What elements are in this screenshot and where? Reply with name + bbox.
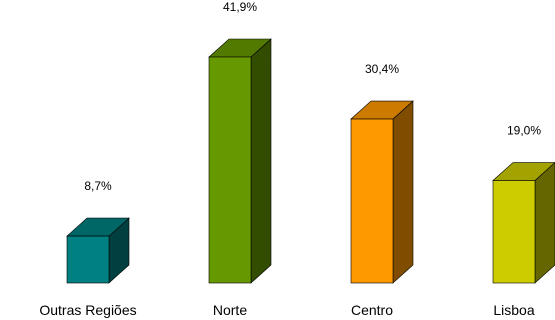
bar-1 <box>208 56 252 284</box>
bar-side-3 <box>534 162 555 284</box>
data-label-2: 30,4% <box>365 62 399 76</box>
data-label-0: 8,7% <box>84 179 112 193</box>
bar-3 <box>492 180 536 284</box>
data-label-3: 19,0% <box>507 124 541 138</box>
category-label-1: Norte <box>213 302 247 318</box>
bar-0 <box>66 235 110 284</box>
category-label-3: Lisboa <box>493 302 534 318</box>
data-label-1: 41,9% <box>223 0 257 14</box>
bar-2 <box>350 118 394 284</box>
bar-side-1 <box>250 38 272 284</box>
category-label-2: Centro <box>351 302 393 318</box>
bar-side-2 <box>392 100 414 284</box>
category-label-0: Outras Regiões <box>39 302 136 318</box>
